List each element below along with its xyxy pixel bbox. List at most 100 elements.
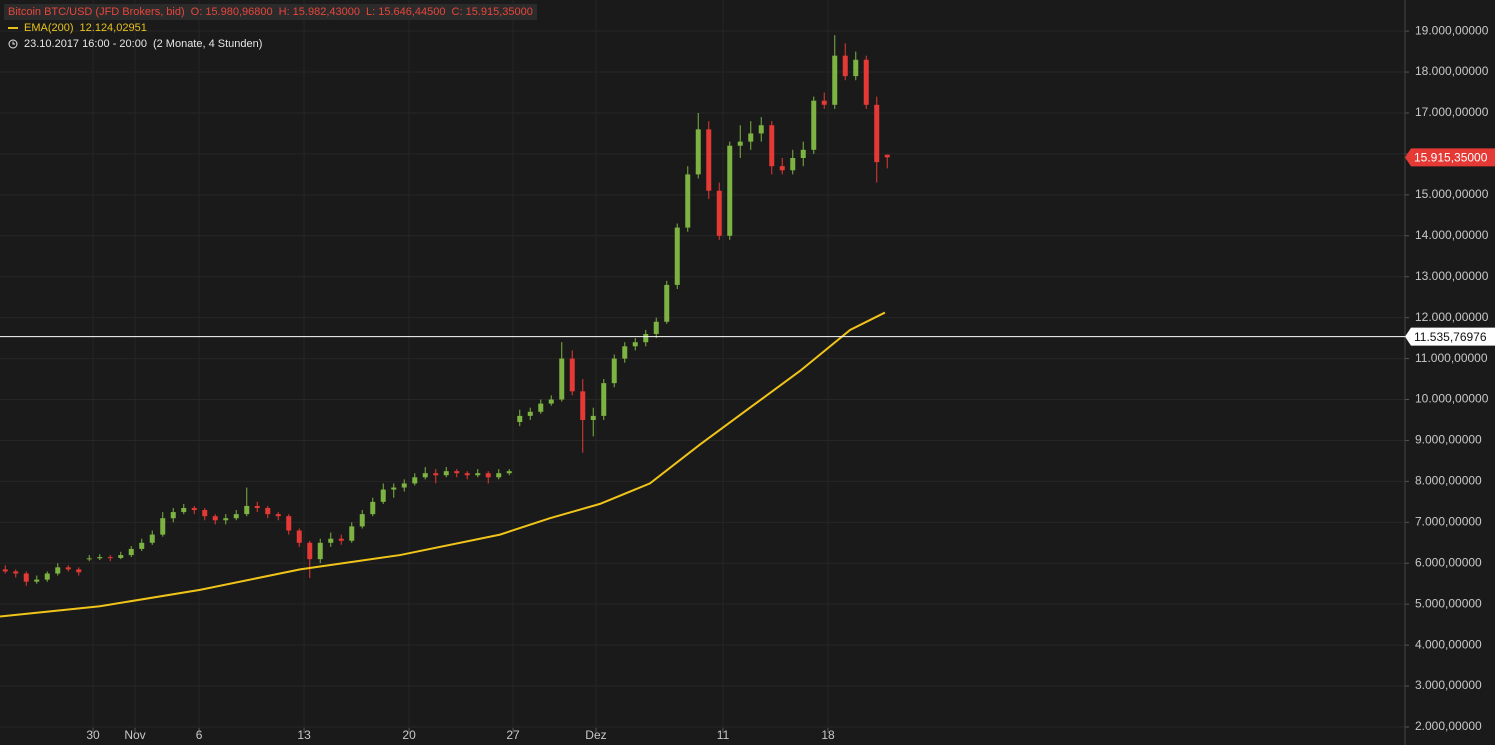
candle-body: [338, 538, 344, 541]
y-tick-label: 7.000,00000: [1415, 514, 1482, 528]
candle-body: [118, 555, 124, 558]
candle-body: [128, 548, 134, 556]
time-row: 23.10.2017 16:00 - 20:00 (2 Monate, 4 St…: [4, 36, 537, 52]
ema-value: 12.124,02951: [79, 22, 147, 34]
candle-body: [223, 518, 229, 521]
y-tick-label: 15.000,00000: [1415, 187, 1489, 201]
candle-body: [695, 129, 701, 175]
candle-body: [884, 154, 890, 158]
candle-body: [716, 190, 722, 236]
candle-body: [317, 542, 323, 560]
candle-body: [643, 334, 649, 343]
candle-body: [863, 59, 869, 105]
candle-body: [422, 473, 428, 478]
candle-body: [496, 473, 502, 478]
candle-body: [559, 358, 565, 400]
x-tick-label: Nov: [124, 728, 145, 742]
candle-body: [538, 403, 544, 412]
candle-body: [296, 530, 302, 543]
candle-body: [13, 571, 19, 574]
y-tick-label: 5.000,00000: [1415, 596, 1482, 610]
y-tick-label: 10.000,00000: [1415, 392, 1489, 406]
candle-body: [632, 342, 638, 347]
candle-body: [23, 573, 29, 582]
candle-body: [601, 383, 607, 416]
candle-body: [307, 542, 313, 560]
candle-body: [517, 415, 523, 423]
y-tick-label: 13.000,00000: [1415, 269, 1489, 283]
x-tick-label: 11: [717, 728, 730, 742]
candle-body: [401, 483, 407, 488]
candle-body: [454, 471, 460, 474]
period: (2 Monate, 4 Stunden): [152, 38, 263, 50]
x-tick-label: 6: [196, 728, 203, 742]
y-tick-label: 17.000,00000: [1415, 105, 1489, 119]
candle-body: [821, 100, 827, 105]
candle-body: [506, 471, 512, 474]
candle-body: [160, 518, 166, 535]
legend: Bitcoin BTC/USD (JFD Brokers, bid) O: 15…: [4, 4, 537, 52]
price-badge: [1405, 148, 1495, 167]
candle-body: [580, 391, 586, 420]
candle-body: [2, 569, 8, 572]
ema-name: EMA(200): [24, 22, 74, 34]
y-tick-label: 4.000,00000: [1415, 637, 1482, 651]
candle-body: [464, 473, 470, 476]
candle-body: [527, 411, 533, 416]
candle-body: [548, 399, 554, 404]
candle-body: [359, 514, 365, 527]
candle-body: [790, 158, 796, 171]
candle-body: [611, 358, 617, 384]
x-tick-label: 18: [821, 728, 835, 742]
candle-body: [212, 516, 218, 521]
y-tick-label: 19.000,00000: [1415, 23, 1489, 37]
candle-body: [65, 567, 71, 570]
candle-body: [202, 510, 208, 517]
instrument-row: Bitcoin BTC/USD (JFD Brokers, bid) O: 15…: [4, 4, 537, 20]
y-tick-label: 2.000,00000: [1415, 719, 1482, 733]
y-tick-label: 9.000,00000: [1415, 433, 1482, 447]
x-tick-label: 27: [506, 728, 520, 742]
candle-body: [727, 145, 733, 236]
x-tick-label: 30: [86, 728, 100, 742]
candle-body: [149, 534, 155, 543]
candle-body: [370, 501, 376, 515]
candle-body: [254, 505, 260, 508]
candle-body: [842, 55, 848, 77]
candle-body: [76, 569, 82, 573]
instrument: Bitcoin BTC/USD (JFD Brokers, bid): [8, 6, 185, 18]
y-tick-label: 8.000,00000: [1415, 474, 1482, 488]
candle-body: [475, 473, 481, 476]
candle-body: [191, 507, 197, 511]
candle-body: [34, 579, 40, 582]
candle-body: [737, 141, 743, 146]
candle-body: [748, 133, 754, 142]
time-range: 23.10.2017 16:00 - 20:00: [24, 38, 147, 50]
x-tick-label: 13: [297, 728, 311, 742]
hline-badge: [1405, 327, 1495, 346]
candle-body: [800, 149, 806, 159]
candle-body: [674, 227, 680, 285]
candle-body: [485, 473, 491, 478]
close-label: C: 15.915,35000: [451, 6, 533, 18]
ema-row: EMA(200) 12.124,02951: [4, 20, 537, 36]
candle-body: [86, 558, 92, 560]
candle-body: [811, 100, 817, 150]
candle-body: [107, 557, 113, 559]
x-tick-label: Dez: [585, 728, 606, 742]
candle-body: [328, 538, 334, 543]
candle-body: [265, 507, 271, 515]
candle-body: [433, 473, 439, 476]
candle-body: [874, 104, 880, 163]
candle-body: [44, 573, 50, 580]
candle-body: [779, 166, 785, 171]
low-label: L: 15.646,44500: [365, 6, 446, 18]
candle-body: [97, 557, 103, 559]
candle-body: [443, 471, 449, 476]
ema-line: [0, 311, 886, 618]
candle-body: [758, 125, 764, 134]
candle-body: [653, 321, 659, 335]
candle-body: [685, 174, 691, 228]
y-tick-label: 3.000,00000: [1415, 678, 1482, 692]
